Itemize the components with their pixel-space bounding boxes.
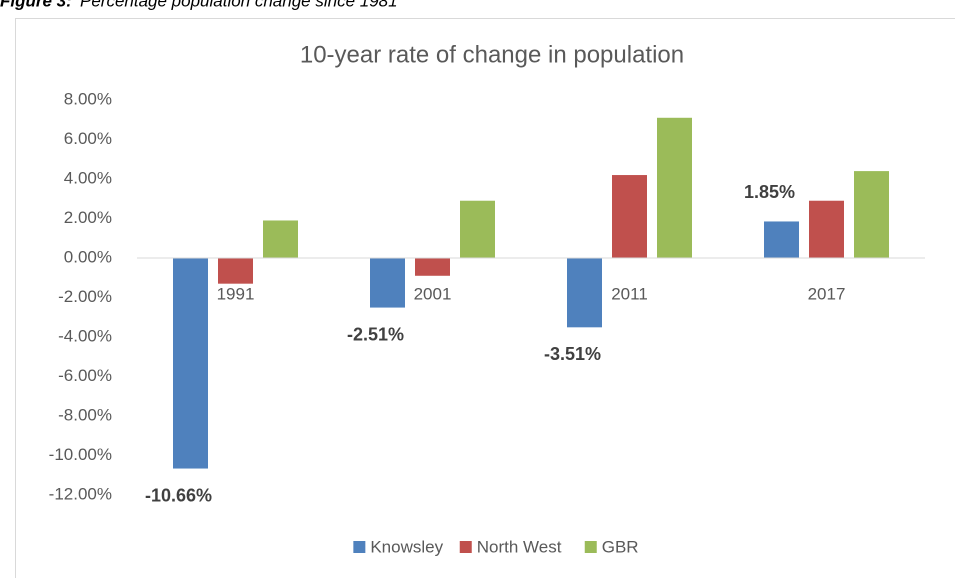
chart-frame [15,18,955,578]
data-label: -10.66% [145,485,212,505]
data-label: 1.85% [744,182,795,202]
bar [173,258,208,469]
legend-label: North West [477,537,562,556]
bar [460,200,495,258]
y-tick-label: -2.00% [58,287,112,306]
data-label: -2.51% [347,324,404,344]
bar [567,258,602,328]
legend-swatch [459,541,472,553]
legend-swatch [353,541,366,553]
bar [612,175,647,258]
bar [854,171,889,258]
bar [218,258,253,284]
bar [415,258,450,276]
bar [809,200,844,258]
x-tick-label: 2011 [611,284,648,303]
caption-text: Percentage population change since 1981 [80,0,398,10]
legend-swatch [584,541,597,553]
x-tick-label: 2017 [808,284,846,303]
y-tick-label: -10.00% [49,445,112,464]
caption-label: Figure 3: [0,0,72,10]
bar [657,117,692,259]
y-tick-label: 2.00% [64,208,112,227]
legend-label: GBR [602,537,639,556]
y-tick-label: 4.00% [64,168,112,187]
data-label: -3.51% [544,344,601,364]
y-tick-label: 6.00% [64,129,112,148]
chart-title: 10-year rate of change in population [300,41,684,68]
y-tick-label: -12.00% [49,484,112,503]
bar [764,221,799,258]
bar [370,258,405,308]
y-tick-label: -6.00% [58,366,112,385]
x-tick-label: 1991 [217,284,255,303]
bar [263,220,298,258]
y-tick-label: -8.00% [58,405,112,424]
y-tick-label: -4.00% [58,326,112,345]
legend-label: Knowsley [370,537,443,556]
y-tick-label: 0.00% [64,247,112,266]
x-tick-label: 2001 [414,284,452,303]
y-tick-label: 8.00% [64,89,112,108]
